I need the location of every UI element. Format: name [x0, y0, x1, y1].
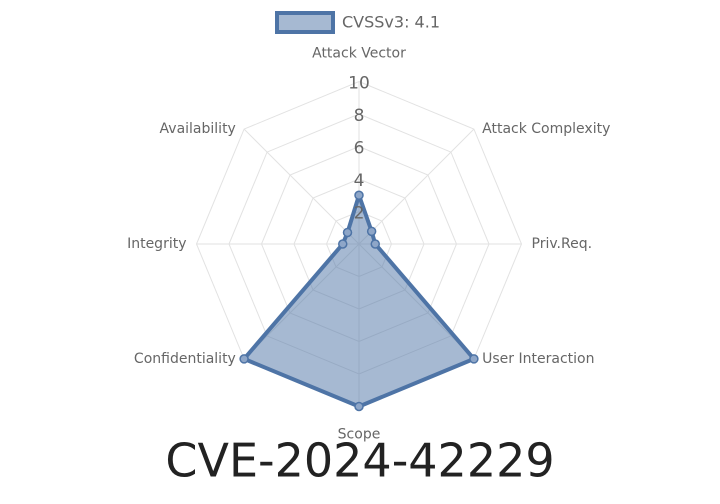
category-label: Availability	[160, 121, 236, 137]
spoke	[243, 128, 360, 245]
spoke	[358, 128, 475, 245]
data-point	[370, 239, 380, 249]
category-label: Attack Complexity	[482, 121, 610, 137]
data-point	[354, 401, 364, 412]
data-point	[338, 239, 348, 249]
data-point	[342, 227, 353, 238]
r-tick-label: 2	[354, 204, 365, 224]
legend-label: CVSSv3: 4.1	[342, 13, 440, 32]
data-point	[366, 226, 377, 237]
legend-swatch	[275, 11, 335, 34]
r-tick-label: 6	[354, 139, 365, 159]
data-point	[239, 354, 249, 364]
chart-title: CVE-2024-42229	[165, 434, 554, 488]
category-label: Confidentiality	[134, 351, 236, 367]
series-area	[242, 193, 476, 409]
r-tick-label: 10	[348, 74, 370, 94]
category-label: Attack Vector	[312, 46, 406, 62]
category-label: User Interaction	[482, 351, 594, 367]
r-tick-label: 8	[354, 106, 365, 126]
category-label: Priv.Req.	[532, 236, 593, 252]
data-point	[469, 354, 479, 364]
r-tick-label: 4	[354, 171, 365, 191]
category-label: Scope	[338, 427, 381, 443]
category-label: Integrity	[127, 236, 186, 252]
data-point	[354, 190, 364, 200]
